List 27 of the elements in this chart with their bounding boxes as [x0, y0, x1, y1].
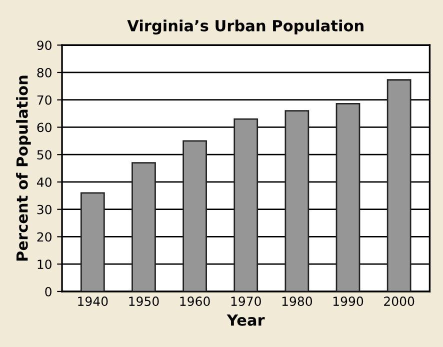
- y-tick-label: 90: [37, 40, 52, 50]
- x-axis-title: Year: [226, 314, 265, 326]
- x-tick-label: 1960: [180, 296, 210, 306]
- bar: [336, 102, 360, 292]
- x-tick-label: 1970: [231, 296, 261, 306]
- y-tick-label: 40: [37, 177, 52, 187]
- x-tick-label: 1950: [129, 296, 159, 306]
- y-tick-label: 70: [37, 95, 52, 105]
- bar: [386, 79, 412, 292]
- y-tick-label: 50: [37, 150, 52, 160]
- y-tick-label: 0: [45, 286, 52, 296]
- bar: [132, 162, 156, 292]
- bar: [284, 110, 310, 292]
- y-tick-label: 20: [37, 232, 52, 242]
- y-tick-label: 80: [37, 68, 52, 78]
- bar: [80, 192, 105, 292]
- y-tick-label: 10: [38, 260, 52, 270]
- y-axis-title: Percent of Population: [16, 76, 31, 261]
- bar: [234, 118, 258, 292]
- chart-title: Virginia’s Urban Population: [127, 20, 364, 35]
- x-tick-label: 1980: [282, 296, 312, 306]
- x-tick-label: 2000: [384, 296, 414, 306]
- bar: [182, 140, 207, 292]
- x-tick-label: 1940: [78, 296, 108, 306]
- x-tick-label: 1990: [333, 296, 364, 306]
- y-tick-label: 30: [37, 204, 52, 214]
- y-tick-label: 60: [37, 122, 52, 132]
